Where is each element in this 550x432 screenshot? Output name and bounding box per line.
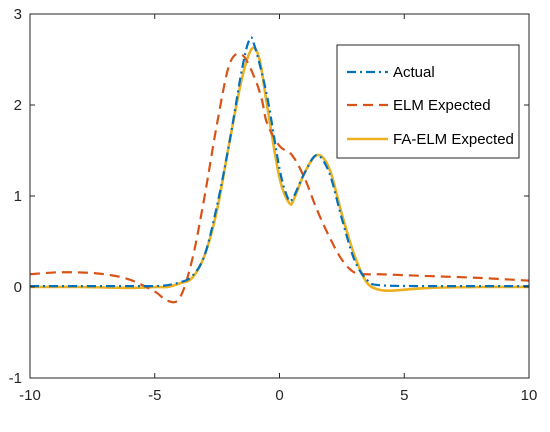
y-tick-label: 3 [14, 6, 22, 23]
x-tick-label: 10 [521, 387, 538, 404]
y-tick-label: 2 [14, 97, 22, 114]
y-tick-label: 0 [14, 279, 22, 296]
x-tick-label: -10 [19, 387, 41, 404]
series-layer [29, 36, 530, 304]
y-tick-label: 1 [14, 188, 22, 205]
x-tick-label: 0 [275, 387, 283, 404]
x-tick-label: -5 [148, 387, 161, 404]
series-line-actual [29, 36, 529, 288]
x-tick-label: 5 [400, 387, 408, 404]
legend: Actual ELM Expected FA-ELM Expected [336, 44, 520, 159]
series-line-elm-expected [29, 52, 530, 304]
legend-label: ELM Expected [393, 97, 491, 114]
legend-label: Actual [393, 64, 435, 81]
y-tick-label: -1 [9, 370, 22, 387]
legend-label: FA-ELM Expected [393, 131, 514, 148]
